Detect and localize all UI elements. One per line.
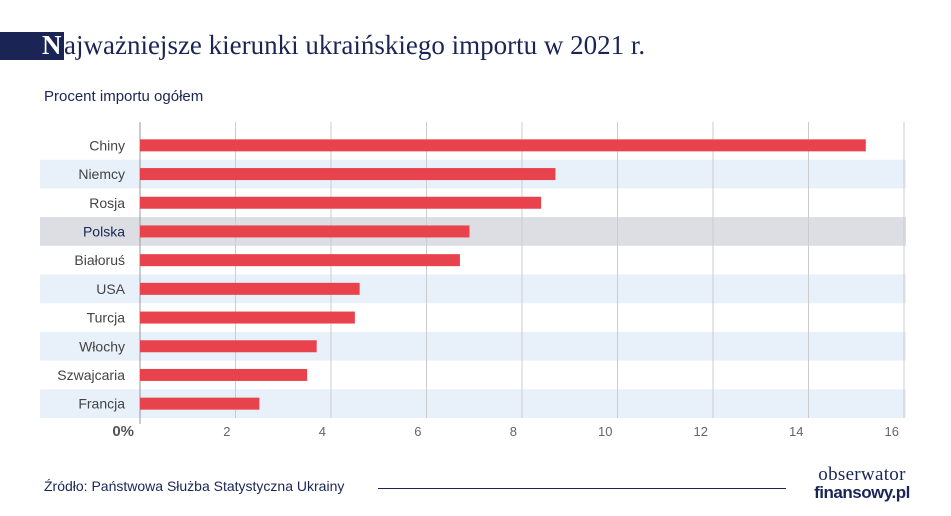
bar-0 [140,139,866,152]
bar-2 [140,196,542,209]
category-label: Polska [83,223,125,239]
x-tick-label: 2 [223,424,230,439]
title-accent-bar [0,32,64,60]
category-label: USA [96,281,125,297]
bar-1 [140,168,556,181]
category-label: Białoruś [74,252,125,268]
category-label: Niemcy [78,166,125,182]
bar-8 [140,368,308,381]
x-tick-label: 6 [414,424,421,439]
category-label: Turcja [87,310,126,326]
category-label: Włochy [79,338,125,354]
bar-chart: Chiny Niemcy Rosja Polska Białoruś USA Turcja W… [40,122,906,440]
chart-subtitle: Procent importu ogółem [44,88,204,105]
bar-3 [140,225,470,238]
bar-6 [140,311,355,324]
category-label: Rosja [89,195,125,211]
category-label: Szwajcaria [57,367,125,383]
x-tick-label: 10 [598,424,612,439]
x-tick-label: 0% [112,423,134,440]
publisher-logo: obserwator finansowy.pl [802,464,922,502]
x-tick-label: 8 [510,424,517,439]
logo-line-1: obserwator [818,464,906,485]
logo-line-2: finansowy.pl [814,483,910,502]
title-initial: N [42,30,62,60]
x-tick-label: 4 [319,424,326,439]
bar-5 [140,282,360,295]
title-text: ajważniejsze kierunki ukraińskiego impor… [64,30,646,60]
x-tick-label: 12 [694,424,708,439]
bar-9 [140,397,260,410]
bar-7 [140,340,317,353]
category-label: Chiny [89,137,125,153]
x-tick-label: 14 [789,424,803,439]
source-divider [378,488,786,489]
x-tick-label: 16 [885,424,899,439]
bar-4 [140,254,460,267]
source-note: Źródło: Państwowa Służba Statystyczna Uk… [44,478,345,494]
category-label: Francja [78,396,125,412]
